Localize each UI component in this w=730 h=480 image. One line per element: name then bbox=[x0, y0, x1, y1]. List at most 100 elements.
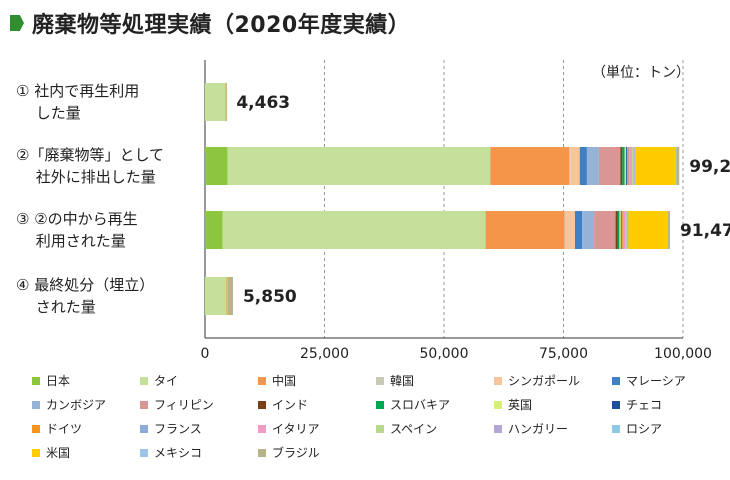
bar-segment-0-20 bbox=[226, 83, 228, 121]
legend-label-4: シンガポール bbox=[508, 374, 581, 388]
legend-label-18: 米国 bbox=[46, 446, 71, 460]
legend-item-7: フィリピン bbox=[140, 396, 214, 413]
bar-segment-2-2 bbox=[485, 211, 565, 249]
legend-swatch-17 bbox=[612, 424, 620, 433]
legend-label-14: イタリア bbox=[272, 422, 320, 436]
legend-label-6: カンボジア bbox=[46, 398, 107, 412]
bar-segment-1-15 bbox=[632, 147, 634, 185]
bar-segment-2-19 bbox=[667, 211, 669, 249]
bar-segment-2-1 bbox=[222, 211, 486, 249]
bar-segment-2-13 bbox=[622, 211, 624, 249]
legend-label-1: タイ bbox=[154, 374, 179, 388]
legend-swatch-16 bbox=[494, 424, 502, 433]
legend-item-0: 日本 bbox=[32, 372, 70, 389]
legend-swatch-19 bbox=[140, 448, 148, 457]
legend-swatch-3 bbox=[376, 376, 384, 385]
bar-segment-0-2 bbox=[225, 83, 227, 121]
legend-item-9: スロバキア bbox=[376, 396, 450, 413]
category-label-3-0: ④ 最終処分（埋立） bbox=[16, 276, 154, 294]
legend-label-3: 韓国 bbox=[390, 374, 415, 388]
legend-item-2: 中国 bbox=[258, 372, 296, 389]
bar-segment-1-20 bbox=[676, 147, 680, 185]
bar-segment-2-15 bbox=[625, 211, 627, 249]
legend-item-1: タイ bbox=[140, 372, 178, 389]
bar-segment-1-4 bbox=[570, 147, 580, 185]
legend-swatch-6 bbox=[32, 400, 40, 409]
legend-swatch-20 bbox=[258, 448, 266, 457]
bar-segment-3-1 bbox=[205, 277, 227, 315]
legend-swatch-2 bbox=[258, 376, 266, 385]
legend-swatch-7 bbox=[140, 400, 148, 409]
legend-item-19: メキシコ bbox=[140, 444, 202, 461]
x-tick-label-2: 50,000 bbox=[420, 346, 469, 362]
unit-label: （単位：トン） bbox=[592, 65, 690, 81]
bar-segment-1-18 bbox=[635, 147, 676, 185]
bar-segment-2-0 bbox=[205, 211, 223, 249]
legend-label-9: スロバキア bbox=[390, 398, 451, 412]
category-label-2-1: 利用された量 bbox=[16, 232, 126, 250]
legend-swatch-13 bbox=[140, 424, 148, 433]
legend-label-7: フィリピン bbox=[154, 398, 214, 412]
bar-segment-1-5 bbox=[579, 147, 587, 185]
bar-segment-3-20 bbox=[227, 277, 233, 315]
legend-label-17: ロシア bbox=[626, 422, 663, 436]
category-label-2-0: ③ ②の中から再生 bbox=[16, 210, 138, 228]
category-label-0-0: ① 社内で再生利用 bbox=[16, 82, 139, 100]
legend-item-8: インド bbox=[258, 396, 308, 413]
bar-segment-1-9 bbox=[622, 147, 625, 185]
legend-item-6: カンボジア bbox=[32, 396, 106, 413]
bar-segment-2-12 bbox=[621, 211, 623, 249]
bar-segment-2-10 bbox=[619, 211, 621, 249]
legend-label-0: 日本 bbox=[46, 374, 71, 388]
legend-label-15: スペイン bbox=[390, 422, 438, 436]
bar-segment-1-11 bbox=[626, 147, 628, 185]
legend-item-20: ブラジル bbox=[258, 444, 320, 461]
title-marker-icon bbox=[10, 15, 24, 31]
category-label-1-0: ②「廃棄物等」として bbox=[16, 146, 164, 164]
bar-segment-2-17 bbox=[627, 211, 629, 249]
legend-item-17: ロシア bbox=[612, 420, 662, 437]
bar-segment-2-11 bbox=[620, 211, 622, 249]
title-text: 廃棄物等処理実績（2020年度実績） bbox=[32, 13, 411, 38]
bar-segment-2-6 bbox=[582, 211, 595, 249]
x-tick-label-1: 25,000 bbox=[300, 346, 349, 362]
bar-segment-1-10 bbox=[624, 147, 627, 185]
bar-segment-1-0 bbox=[205, 147, 228, 185]
legend-label-5: マレーシア bbox=[626, 374, 686, 388]
legend-item-15: スペイン bbox=[376, 420, 437, 437]
bar-segment-3-18 bbox=[226, 277, 228, 315]
legend-swatch-10 bbox=[494, 400, 502, 409]
legend-swatch-1 bbox=[140, 376, 148, 385]
total-label-1: 99,216 bbox=[689, 157, 730, 177]
legend-swatch-14 bbox=[258, 424, 266, 433]
legend-swatch-11 bbox=[612, 400, 620, 409]
legend-label-8: インド bbox=[272, 398, 309, 412]
legend-swatch-5 bbox=[612, 376, 620, 385]
bar-segment-2-7 bbox=[594, 211, 616, 249]
bar-segment-1-19 bbox=[675, 147, 677, 185]
bar-segment-2-18 bbox=[628, 211, 668, 249]
bar-segment-2-16 bbox=[626, 211, 628, 249]
legend-item-16: ハンガリー bbox=[494, 420, 568, 437]
bar-segment-2-4 bbox=[565, 211, 575, 249]
bar-segment-2-9 bbox=[617, 211, 620, 249]
legend-swatch-18 bbox=[32, 448, 40, 457]
legend-item-13: フランス bbox=[140, 420, 202, 437]
bar-segment-1-1 bbox=[227, 147, 491, 185]
bar-segment-1-6 bbox=[586, 147, 599, 185]
legend-label-20: ブラジル bbox=[272, 446, 320, 460]
x-tick-label-3: 75,000 bbox=[539, 346, 588, 362]
bar-segment-2-8 bbox=[615, 211, 618, 249]
legend-label-16: ハンガリー bbox=[508, 422, 569, 436]
bar-segment-1-8 bbox=[620, 147, 623, 185]
legend-item-3: 韓国 bbox=[376, 372, 414, 389]
category-label-3-1: された量 bbox=[16, 298, 96, 316]
bar-segment-2-14 bbox=[623, 211, 626, 249]
legend-item-12: ドイツ bbox=[32, 420, 82, 437]
x-tick-label-4: 100,000 bbox=[654, 346, 712, 362]
legend-label-11: チェコ bbox=[626, 398, 663, 412]
total-label-2: 91,476 bbox=[680, 221, 730, 241]
legend-item-11: チェコ bbox=[612, 396, 662, 413]
legend-item-10: 英国 bbox=[494, 396, 532, 413]
legend-label-19: メキシコ bbox=[154, 446, 203, 460]
